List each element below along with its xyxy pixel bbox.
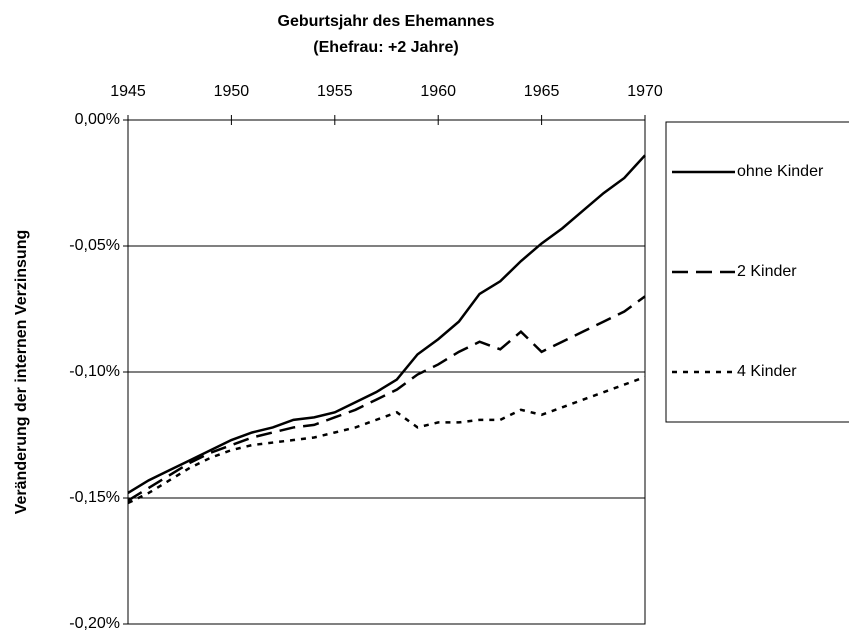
y-tick-label: 0,00%: [75, 111, 120, 128]
legend-label: 2 Kinder: [737, 263, 797, 280]
y-tick-label: -0,15%: [69, 489, 120, 506]
x-tick-label: 1960: [420, 83, 456, 100]
legend-label: ohne Kinder: [737, 163, 824, 180]
legend-label: 4 Kinder: [737, 363, 797, 380]
chart-title: Geburtsjahr des Ehemannes: [278, 13, 495, 30]
y-axis-label: Veränderung der internen Verzinsung: [13, 230, 30, 515]
plot-frame: [127, 119, 646, 625]
x-tick-label: 1965: [524, 83, 560, 100]
y-tick-label: -0,20%: [69, 615, 120, 632]
chart-subtitle: (Ehefrau: +2 Jahre): [313, 39, 458, 56]
y-tick-label: -0,05%: [69, 237, 120, 254]
y-tick-label: -0,10%: [69, 363, 120, 380]
x-tick-label: 1970: [627, 83, 663, 100]
series-line: [127, 375, 646, 505]
series-line: [127, 295, 646, 502]
series-line: [127, 154, 646, 495]
x-tick-label: 1950: [214, 83, 250, 100]
x-tick-label: 1945: [110, 83, 146, 100]
x-tick-label: 1955: [317, 83, 353, 100]
